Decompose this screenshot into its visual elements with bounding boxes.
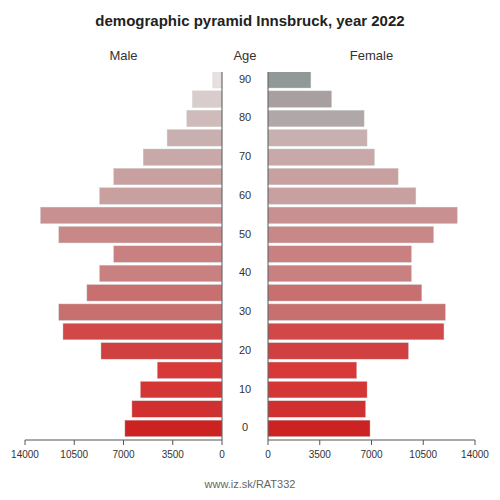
bar	[213, 72, 222, 88]
y-tick-label: 50	[239, 228, 251, 240]
x-tick	[123, 440, 124, 445]
x-tick-label: 7000	[360, 449, 383, 460]
x-tick	[475, 440, 476, 445]
bar	[268, 110, 364, 126]
bar	[268, 265, 411, 281]
bar	[125, 420, 222, 436]
bar	[87, 285, 222, 301]
y-tick-label: 60	[239, 189, 251, 201]
y-tick-label: 0	[242, 421, 248, 433]
x-tick	[371, 440, 372, 445]
bar	[268, 168, 398, 184]
x-tick-label: 3500	[309, 449, 332, 460]
bar	[140, 381, 222, 397]
bar	[268, 149, 374, 165]
bar	[101, 343, 222, 359]
bar	[40, 207, 222, 223]
bar	[268, 72, 311, 88]
bars	[40, 72, 222, 437]
bar	[132, 401, 222, 417]
bar	[268, 246, 411, 262]
y-tick-label: 70	[239, 150, 251, 162]
bar	[100, 188, 222, 204]
y-tick-label: 20	[239, 344, 251, 356]
bar	[268, 343, 408, 359]
bar	[114, 168, 222, 184]
panel-title: Female	[350, 48, 393, 63]
bar	[114, 246, 222, 262]
x-tick	[222, 440, 223, 445]
bar	[187, 110, 222, 126]
y-tick-label: 40	[239, 266, 251, 278]
x-tick-label: 10500	[60, 449, 88, 460]
bars	[268, 72, 457, 437]
x-tick	[25, 440, 26, 445]
bar	[157, 362, 222, 378]
x-tick-label: 3500	[162, 449, 185, 460]
chart: demographic pyramid Innsbruck, year 2022…	[0, 0, 500, 500]
y-tick-label: 10	[239, 383, 251, 395]
bar	[268, 207, 457, 223]
x-tick-label: 10500	[409, 449, 437, 460]
bar	[268, 304, 445, 320]
bar	[268, 188, 416, 204]
y-tick-label: 80	[239, 111, 251, 123]
bar	[268, 401, 366, 417]
bar	[268, 362, 357, 378]
bar	[268, 226, 434, 242]
bar	[268, 285, 422, 301]
bar	[59, 304, 222, 320]
bar	[268, 323, 444, 339]
bar	[63, 323, 222, 339]
y-tick-label: 30	[239, 305, 251, 317]
x-tick	[423, 440, 424, 445]
x-tick	[172, 440, 173, 445]
bar	[268, 91, 332, 107]
x-tick-label: 0	[265, 449, 271, 460]
bar	[167, 130, 222, 146]
footer: www.iz.sk/RAT332	[204, 478, 296, 490]
bar	[143, 149, 222, 165]
y-axis-line	[268, 72, 269, 440]
x-tick	[74, 440, 75, 445]
panel-title: Male	[109, 48, 137, 63]
bar	[268, 420, 370, 436]
bar	[100, 265, 222, 281]
bar	[268, 130, 367, 146]
x-tick-label: 7000	[112, 449, 135, 460]
axis-label: Age	[233, 48, 256, 63]
y-axis-line	[222, 72, 223, 440]
bar	[59, 226, 222, 242]
bar	[268, 381, 367, 397]
x-tick	[319, 440, 320, 445]
x-tick-label: 0	[219, 449, 225, 460]
y-tick-label: 90	[239, 73, 251, 85]
x-tick-label: 14000	[11, 449, 39, 460]
x-tick	[268, 440, 269, 445]
title: demographic pyramid Innsbruck, year 2022	[95, 12, 404, 29]
bar	[192, 91, 222, 107]
x-tick-label: 14000	[461, 449, 489, 460]
